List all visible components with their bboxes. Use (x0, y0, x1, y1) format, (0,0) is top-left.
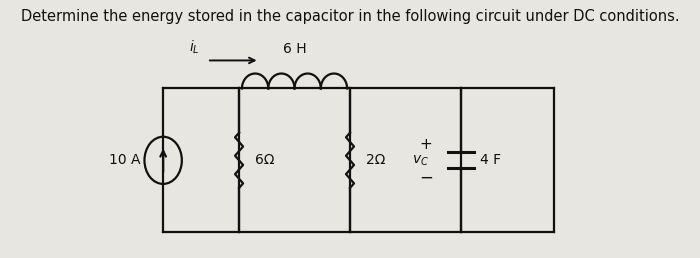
Text: 6 H: 6 H (283, 42, 307, 56)
Text: 2Ω: 2Ω (366, 153, 386, 167)
Text: 10 A: 10 A (109, 153, 141, 167)
Text: +: + (419, 137, 433, 152)
Text: −: − (419, 169, 433, 187)
Text: Determine the energy stored in the capacitor in the following circuit under DC c: Determine the energy stored in the capac… (21, 9, 679, 24)
Text: $i_L$: $i_L$ (189, 39, 200, 56)
Text: 6Ω: 6Ω (256, 153, 275, 167)
Text: $v_C$: $v_C$ (412, 153, 429, 167)
Text: 4 F: 4 F (480, 153, 500, 167)
